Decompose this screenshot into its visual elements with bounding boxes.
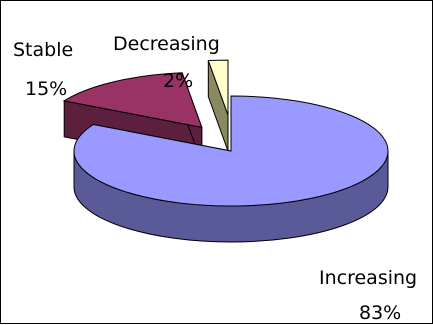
label-decreasing-value: 2% bbox=[163, 70, 193, 92]
label-stable-name: Stable bbox=[13, 39, 73, 61]
slice-stable-top bbox=[62, 72, 203, 129]
label-increasing-value: 83% bbox=[359, 302, 401, 324]
label-stable-value: 15% bbox=[25, 78, 67, 100]
slices-layer bbox=[62, 59, 389, 243]
label-decreasing-name: Decreasing bbox=[113, 33, 220, 55]
label-increasing-name: Increasing bbox=[319, 267, 417, 289]
slice-decreasing-top bbox=[207, 59, 229, 116]
slice-increasing bbox=[73, 95, 389, 243]
slice-increasing-top bbox=[73, 95, 389, 207]
slice-decreasing bbox=[207, 59, 229, 152]
